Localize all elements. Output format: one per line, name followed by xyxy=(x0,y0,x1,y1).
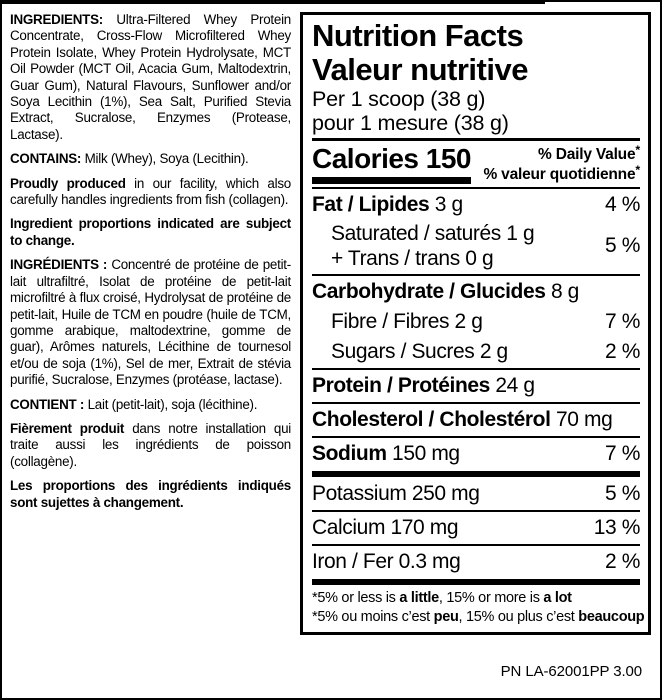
nutrient-label: Sugars / Sucres 2 g xyxy=(331,340,508,363)
label-top-edge xyxy=(0,0,545,4)
nutrient-label: Iron / Fer 0.3 mg xyxy=(312,550,461,573)
row-fibre: Fibre / Fibres 2 g 7 % xyxy=(312,307,640,337)
ingredients-en: INGREDIENTS: Ultra-Filtered Whey Protein… xyxy=(10,12,291,142)
footnote-fr: *5% ou moins c’est peu, 15% ou plus c’es… xyxy=(312,609,645,625)
daily-value-percent: 2 % xyxy=(605,550,640,573)
calories-value: Calories 150 xyxy=(312,143,472,174)
nutrient-label: Fibre / Fibres 2 g xyxy=(331,310,483,333)
footnotes: *5% or less is a little, 15% or more is … xyxy=(312,589,645,627)
contains-fr: CONTIENT : Lait (petit-lait), soja (léci… xyxy=(10,396,258,412)
row-sugars: Sugars / Sucres 2 g 2 % xyxy=(312,337,640,367)
daily-value-percent: 5 % xyxy=(605,482,640,505)
nutrition-facts-title-en: Nutrition Facts xyxy=(312,18,524,53)
row-calcium: Calcium 170 mg 13 % xyxy=(312,513,640,543)
facility-statement-en: Proudly produced in our facility, which … xyxy=(10,175,292,208)
daily-value-header-en: % Daily Value* xyxy=(538,143,640,163)
proportions-statement-fr: Les proportions des ingrédients indiqués… xyxy=(10,478,291,510)
nutrient-rows: Fat / Lipides 3 g 4 % Saturated / saturés … xyxy=(312,190,640,585)
nutrient-line: Saturated / saturés 1 g xyxy=(331,222,535,245)
serving-size-en: Per 1 scoop (38 g) xyxy=(312,87,486,111)
daily-value-percent: 5 % xyxy=(605,234,640,257)
divider xyxy=(312,544,640,546)
daily-value-percent: 7 % xyxy=(605,442,640,465)
nutrient-label: Protein / Protéines 24 g xyxy=(312,374,535,397)
row-iron: Iron / Fer 0.3 mg 2 % xyxy=(312,547,640,577)
daily-value-percent: 7 % xyxy=(605,310,640,333)
ingredients-panel: INGREDIENTS: Ultra-Filtered Whey Protein… xyxy=(10,12,291,519)
nutrient-label: Potassium 250 mg xyxy=(312,482,480,505)
nutrient-label: Fat / Lipides 3 g xyxy=(312,193,463,216)
divider xyxy=(312,187,640,189)
nutrition-facts-title-fr: Valeur nutritive xyxy=(312,52,528,87)
thick-divider xyxy=(312,471,640,477)
row-cholesterol: Cholesterol / Cholestérol 70 mg xyxy=(312,405,640,435)
serving-size-fr: pour 1 mesure (38 g) xyxy=(312,111,509,135)
facility-statement-fr: Fièrement produit dans notre installatio… xyxy=(10,420,291,469)
nutrient-label: Carbohydrate / Glucides 8 g xyxy=(312,280,579,303)
daily-value-header-fr: % valeur quotidienne* xyxy=(483,163,640,183)
divider xyxy=(312,274,640,276)
divider xyxy=(312,510,640,512)
nutrient-label: Calcium 170 mg xyxy=(312,516,459,539)
daily-value-header: % Daily Value*% valeur quotidienne* xyxy=(483,143,640,185)
divider xyxy=(312,436,640,438)
contains-en: CONTAINS: Milk (Whey), Soya (Lecithin). xyxy=(10,151,249,167)
footnote-en: *5% or less is a little, 15% or more is … xyxy=(312,590,572,606)
row-fat: Fat / Lipides 3 g 4 % xyxy=(312,190,640,220)
nutrient-lines: Saturated / saturés 1 g + Trans / trans 0… xyxy=(312,221,535,271)
ingredients-fr: INGRÉDIENTS : Concentré de protéine de p… xyxy=(10,257,291,388)
divider xyxy=(312,138,640,141)
nutrition-facts-panel: Nutrition Facts Valeur nutritive Per 1 s… xyxy=(300,12,651,635)
row-sodium: Sodium 150 mg 7 % xyxy=(312,439,640,469)
divider xyxy=(312,402,640,404)
nutrient-label: Sodium 150 mg xyxy=(312,442,460,465)
divider xyxy=(312,368,640,370)
nutrient-line: + Trans / trans 0 g xyxy=(331,247,494,270)
row-potassium: Potassium 250 mg 5 % xyxy=(312,479,640,509)
calories-section: Calories 150 % Daily Value*% valeur quot… xyxy=(312,143,640,185)
proportions-statement-en: Ingredient proportions indicated are sub… xyxy=(10,216,291,248)
thick-divider xyxy=(312,579,640,585)
row-protein: Protein / Protéines 24 g xyxy=(312,371,640,401)
daily-value-percent: 2 % xyxy=(605,340,640,363)
nutrient-label: Cholesterol / Cholestérol 70 mg xyxy=(312,408,613,431)
daily-value-percent: 13 % xyxy=(593,516,641,539)
daily-value-percent: 4 % xyxy=(605,193,640,216)
calories-underline xyxy=(312,177,471,184)
calories-block: Calories 150 xyxy=(312,143,472,184)
row-carbohydrate: Carbohydrate / Glucides 8 g xyxy=(312,277,640,307)
row-saturated-trans: Saturated / saturés 1 g + Trans / trans 0… xyxy=(312,220,640,273)
product-code: PN LA-62001PP 3.00 xyxy=(500,663,642,680)
